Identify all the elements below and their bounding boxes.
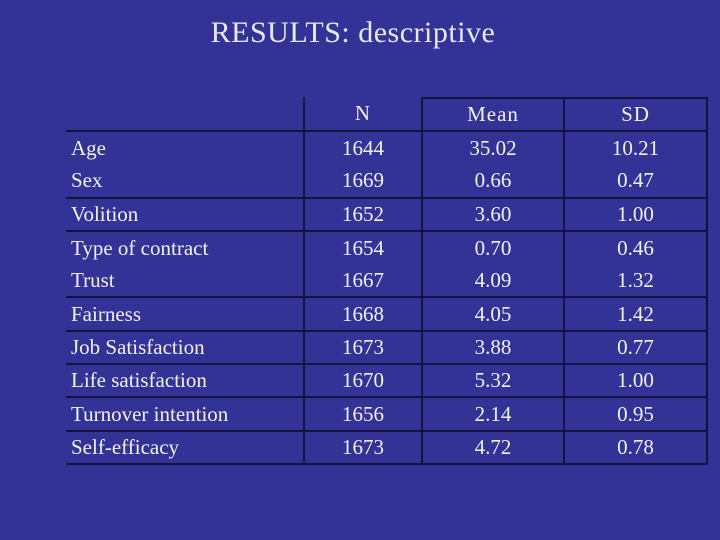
sd-value: 1.00 (565, 365, 708, 399)
slide-title: RESULTS: descriptive (210, 16, 496, 49)
sd-value: 0.77 (565, 331, 708, 366)
header-cell-n: N (303, 97, 423, 132)
mean-value: 0.66 (423, 165, 565, 199)
mean-value: 5.32 (423, 365, 565, 399)
sd-value: 0.95 (565, 398, 708, 432)
row-label: Type of contract (71, 236, 209, 261)
mean-value: 2.14 (423, 398, 565, 432)
row-label: Job Satisfaction (66, 332, 303, 366)
row-label: Trust (66, 265, 303, 299)
row-label: Sex (66, 165, 303, 199)
mean-value: 4.05 (423, 298, 565, 332)
header-cell-sd: SD (565, 97, 708, 132)
mean-value: 4.09 (423, 265, 565, 299)
header-cell-blank (66, 97, 303, 132)
n-value: 1652 (303, 198, 423, 232)
n-value: 1656 (303, 398, 423, 432)
row-label: Age (71, 136, 106, 161)
n-value: 1670 (303, 365, 423, 399)
header-cell-mean: Mean (423, 97, 565, 132)
sd-value: 1.00 (565, 198, 708, 232)
mean-value: 3.88 (423, 331, 565, 366)
n-value: 1673 (303, 431, 423, 465)
sd-value: 1.32 (565, 265, 708, 299)
mean-value: 35.02 (423, 132, 565, 166)
row-label: Fairness (66, 298, 303, 332)
n-value: 1667 (303, 265, 423, 299)
row-label: Volition (66, 199, 303, 232)
mean-value: 0.70 (423, 231, 565, 266)
sd-value: 0.78 (565, 431, 708, 465)
n-value: 1673 (303, 331, 423, 366)
mean-value: 3.60 (423, 198, 565, 232)
sd-value: 1.42 (565, 298, 708, 332)
descriptive-statistics-table: N Mean SD Age 1644 35.02 10.21 Sex 1669 … (66, 97, 708, 465)
n-value: 1669 (303, 165, 423, 199)
n-value: 1644 (303, 132, 423, 166)
n-value: 1654 (303, 231, 423, 266)
mean-value: 4.72 (423, 431, 565, 465)
row-label: Self-efficacy (66, 432, 303, 465)
row-label: Turnover intention (66, 398, 303, 432)
n-value: 1668 (303, 298, 423, 332)
sd-value: 10.21 (565, 132, 708, 166)
row-label: Life satisfaction (66, 365, 303, 399)
sd-value: 0.47 (565, 165, 708, 199)
sd-value: 0.46 (565, 231, 708, 266)
